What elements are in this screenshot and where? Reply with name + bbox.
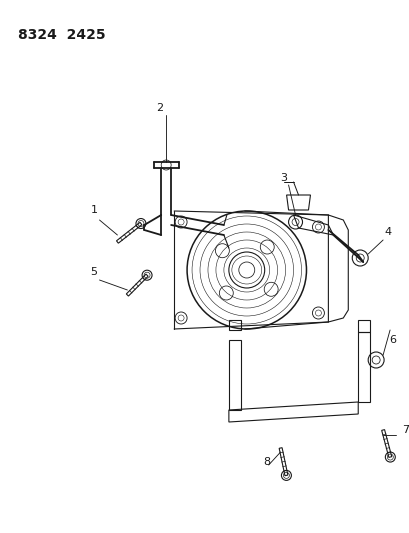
Text: 6: 6 [389,335,396,345]
Text: 1: 1 [91,205,98,215]
Text: 8324  2425: 8324 2425 [18,28,105,42]
Text: 4: 4 [384,227,391,237]
Text: 7: 7 [402,425,409,435]
Text: 8: 8 [263,457,270,467]
Text: 3: 3 [279,173,286,183]
Text: 5: 5 [90,267,97,277]
Text: 2: 2 [155,103,162,113]
